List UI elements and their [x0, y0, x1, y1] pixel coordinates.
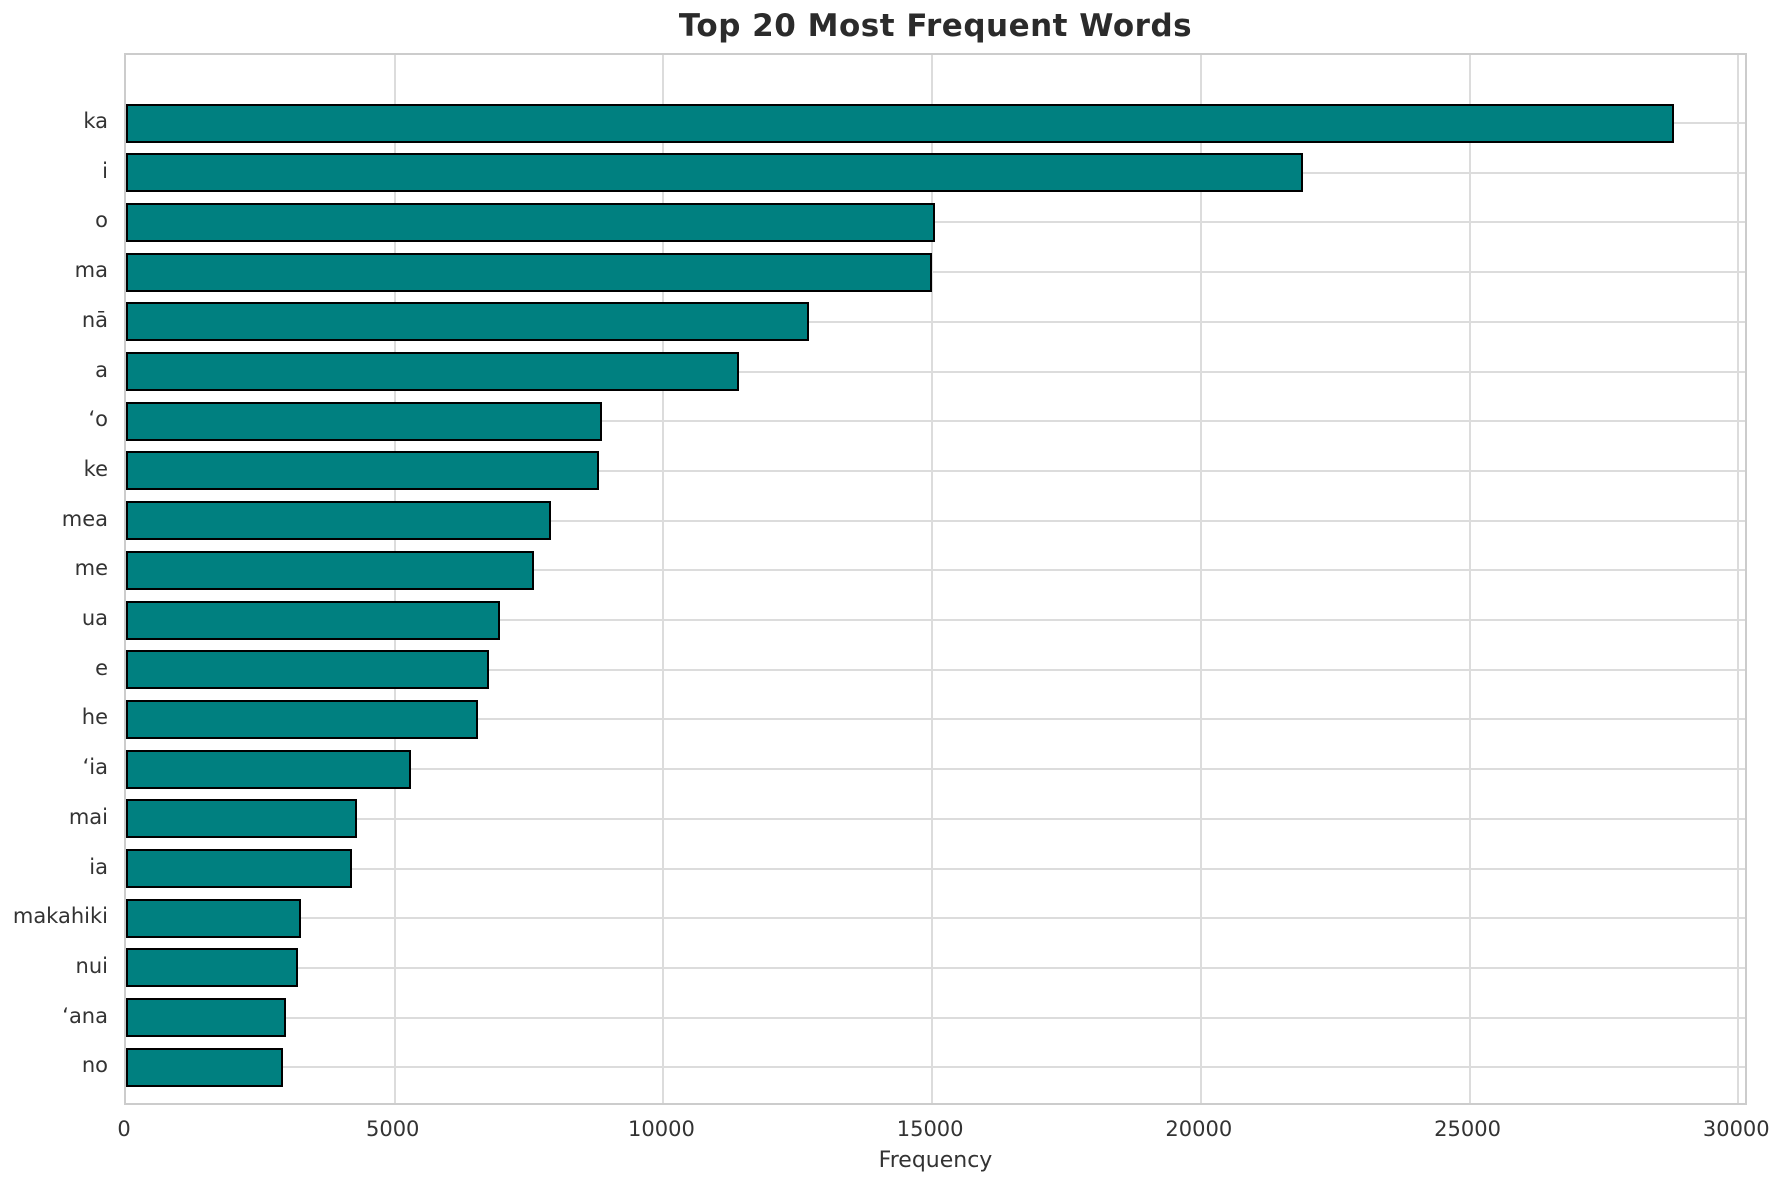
ytick-label-ʻia: ʻia [82, 755, 108, 780]
ytick-label-o: o [95, 208, 108, 233]
ytick-label-ʻo: ʻo [88, 407, 108, 432]
ytick-label-makahiki: makahiki [12, 904, 108, 929]
bar-nā [126, 302, 809, 342]
gridline-y-a [126, 370, 1745, 373]
bar-mai [126, 799, 358, 839]
gridline-x-30000 [1737, 55, 1740, 1103]
xtick-label-30000: 30000 [1702, 1117, 1770, 1141]
xtick-label-0: 0 [117, 1117, 131, 1141]
gridline-y-nā [126, 320, 1745, 323]
gridline-x-20000 [1199, 55, 1202, 1103]
gridline-y-mea [126, 519, 1745, 522]
xtick-label-25000: 25000 [1434, 1117, 1501, 1141]
gridline-x-25000 [1468, 55, 1471, 1103]
bar-ua [126, 600, 500, 640]
ytick-label-ia: ia [89, 854, 108, 879]
gridline-y-ma [126, 271, 1745, 274]
gridline-y-nui [126, 966, 1745, 969]
bar-ke [126, 451, 599, 491]
bar-ia [126, 849, 352, 888]
x-axis-label: Frequency [878, 1148, 993, 1173]
gridline-x-15000 [931, 55, 934, 1103]
gridline-y-o [126, 221, 1745, 224]
ytick-label-nā: nā [81, 307, 108, 332]
gridline-y-ua [126, 619, 1745, 621]
bar-he [126, 699, 478, 739]
gridline-y-ʻo [126, 420, 1745, 423]
gridline-y-no [126, 1066, 1745, 1069]
bar-ʻo [126, 401, 602, 441]
bar-nui [126, 948, 298, 988]
xtick-label-10000: 10000 [628, 1117, 695, 1141]
gridline-x-10000 [662, 55, 665, 1103]
ytick-label-he: he [81, 705, 108, 730]
bar-no [126, 1047, 283, 1087]
gridline-y-me [126, 569, 1745, 572]
gridline-y-ke [126, 469, 1745, 472]
chart-title: Top 20 Most Frequent Words [678, 8, 1193, 44]
gridline-y-ia [126, 867, 1745, 870]
xtick-label-15000: 15000 [896, 1117, 964, 1141]
ytick-label-ua: ua [81, 606, 108, 630]
ytick-label-me: me [74, 556, 108, 581]
ytick-label-ke: ke [83, 456, 108, 481]
ytick-label-no: no [81, 1053, 108, 1078]
ytick-label-e: e [95, 655, 108, 680]
bar-ʻana [126, 998, 287, 1038]
ytick-label-ma: ma [74, 258, 108, 283]
bar-a [126, 352, 739, 391]
bar-mea [126, 501, 551, 541]
plot-area [124, 53, 1747, 1105]
ytick-label-mea: mea [61, 506, 108, 531]
bar-me [126, 550, 535, 590]
ytick-label-i: i [102, 158, 108, 183]
ytick-label-mai: mai [68, 804, 108, 829]
gridline-y-makahiki [126, 917, 1745, 920]
xtick-label-20000: 20000 [1165, 1117, 1233, 1141]
bar-makahiki [126, 898, 301, 938]
bar-e [126, 650, 489, 690]
gridline-y-ʻana [126, 1016, 1745, 1019]
xtick-label-5000: 5000 [365, 1117, 420, 1141]
ytick-label-a: a [95, 357, 108, 382]
ytick-label-ka: ka [83, 109, 108, 133]
gridline-y-e [126, 668, 1745, 671]
bar-i [126, 153, 1303, 193]
bar-ma [126, 252, 933, 292]
bar-o [126, 202, 935, 242]
gridline-y-ʻia [126, 768, 1745, 771]
gridline-y-he [126, 718, 1745, 721]
bar-ka [126, 103, 1674, 143]
ytick-label-ʻana: ʻana [62, 1003, 108, 1028]
ytick-label-nui: nui [75, 953, 108, 978]
bar-ʻia [126, 749, 411, 789]
gridline-y-mai [126, 817, 1745, 820]
